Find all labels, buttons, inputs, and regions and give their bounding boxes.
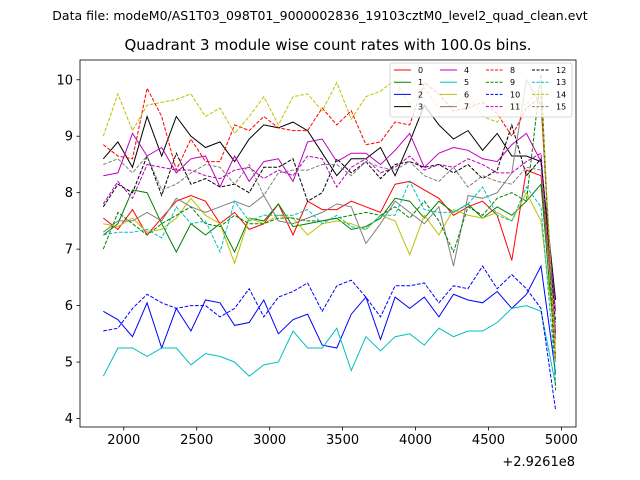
y-tick-label: 9 xyxy=(65,130,73,145)
legend-label-10: 10 xyxy=(510,90,520,99)
series-line-15 xyxy=(103,155,557,329)
x-tick-label: 2500 xyxy=(180,433,213,448)
legend-label-4: 4 xyxy=(464,66,469,75)
series-line-6 xyxy=(103,191,557,346)
legend-label-11: 11 xyxy=(510,103,520,112)
legend-label-6: 6 xyxy=(464,90,469,99)
series-line-0 xyxy=(102,169,557,334)
legend-label-1: 1 xyxy=(418,78,423,87)
legend-label-2: 2 xyxy=(418,90,423,99)
y-tick-label: 10 xyxy=(56,73,73,88)
x-offset-label: +2.9261e8 xyxy=(502,455,575,470)
y-tick-label: 4 xyxy=(65,412,73,427)
x-tick-label: 5000 xyxy=(545,433,578,448)
x-tick-label: 3500 xyxy=(326,433,359,448)
legend-label-0: 0 xyxy=(418,66,423,75)
series-line-2 xyxy=(103,264,557,374)
y-tick-label: 8 xyxy=(65,186,73,201)
x-tick-label: 3000 xyxy=(253,433,286,448)
x-tick-label: 4500 xyxy=(472,433,505,448)
series-line-5 xyxy=(102,305,557,385)
legend-label-9: 9 xyxy=(510,78,515,87)
series-line-11 xyxy=(102,152,557,334)
legend-box xyxy=(389,62,573,118)
axes-frame xyxy=(79,59,577,428)
series-line-13 xyxy=(103,180,557,377)
legend-label-3: 3 xyxy=(418,103,423,112)
y-tick-label: 5 xyxy=(65,356,73,371)
series-line-12 xyxy=(102,123,557,323)
legend-label-14: 14 xyxy=(556,90,566,99)
suptitle: Data file: modeM0/AS1T03_098T01_90000028… xyxy=(52,8,587,23)
legend-label-5: 5 xyxy=(464,78,469,87)
y-tick-label: 7 xyxy=(65,243,73,258)
x-tick-label: 2000 xyxy=(107,433,140,448)
legend-label-12: 12 xyxy=(556,66,566,75)
series-line-14 xyxy=(102,79,557,363)
series-line-3 xyxy=(102,104,557,301)
series-line-7 xyxy=(102,78,557,340)
y-tick-label: 6 xyxy=(65,299,73,314)
legend-label-13: 13 xyxy=(556,78,566,87)
series-line-10 xyxy=(103,265,557,411)
series-line-9 xyxy=(102,74,557,391)
chart-title: Quadrant 3 module wise count rates with … xyxy=(124,36,531,54)
series-lines xyxy=(102,74,557,411)
legend-label-7: 7 xyxy=(464,103,469,112)
x-tick-label: 4000 xyxy=(399,433,432,448)
legend-label-8: 8 xyxy=(510,66,515,75)
legend-label-15: 15 xyxy=(556,103,566,112)
